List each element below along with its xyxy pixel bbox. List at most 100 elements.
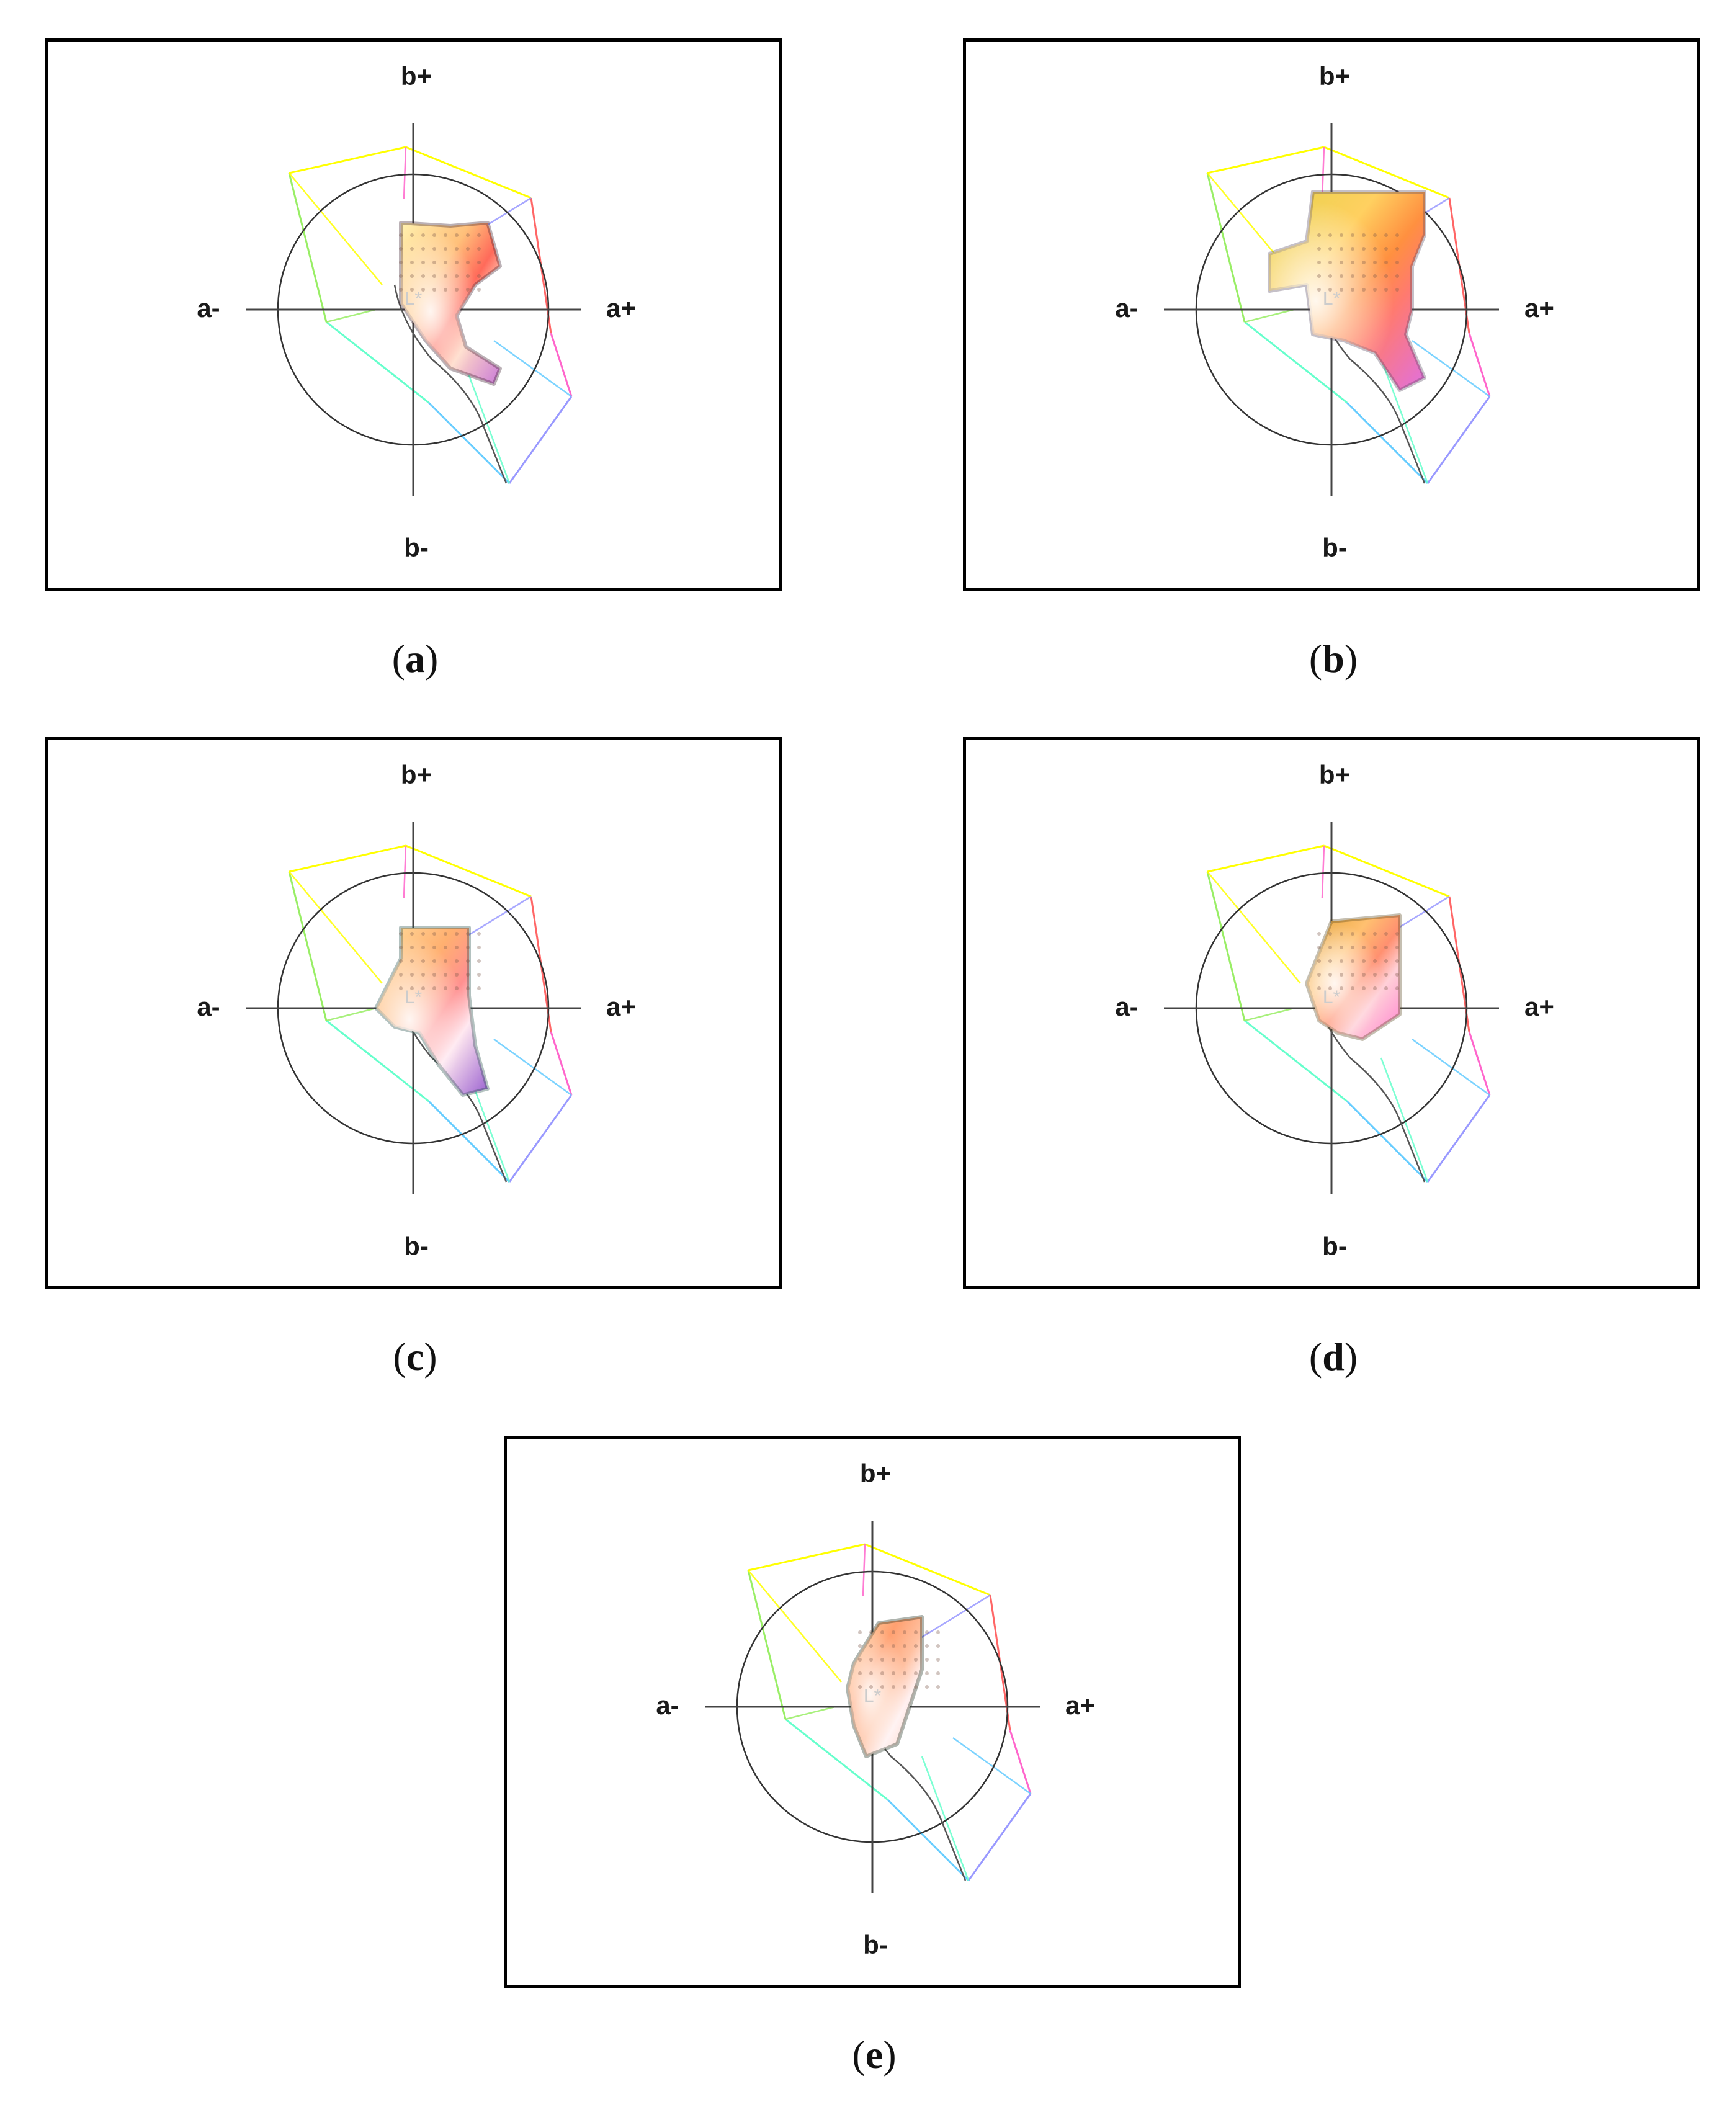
sample-dot xyxy=(466,946,470,949)
sample-dot xyxy=(399,986,403,990)
sample-dot xyxy=(466,288,470,292)
caption-close-d: ) xyxy=(1344,1335,1358,1379)
sample-dot xyxy=(925,1671,929,1675)
sample-dot xyxy=(455,274,459,278)
sample-dot xyxy=(421,288,425,292)
sample-dot xyxy=(1317,986,1321,990)
sample-dot xyxy=(1384,233,1388,237)
gamut-inner-line xyxy=(1207,871,1301,984)
gamut-inner-line xyxy=(462,359,511,484)
gamut-inner-line xyxy=(748,1570,842,1683)
label-b-plus: b+ xyxy=(401,61,432,91)
sample-dot xyxy=(869,1630,873,1634)
sample-dot xyxy=(1362,274,1366,278)
plot-area-d: L* xyxy=(1164,822,1499,1194)
center-label: L* xyxy=(405,987,423,1008)
sample-dot xyxy=(869,1644,873,1648)
gamut-inner-line xyxy=(952,1737,1031,1795)
color-cloud-highlight xyxy=(401,223,500,384)
sample-dot xyxy=(432,247,436,251)
sample-dot xyxy=(1384,986,1388,990)
sample-dot xyxy=(432,261,436,264)
gamut-inner-line xyxy=(403,845,407,898)
gamut-inner-line xyxy=(289,172,383,285)
label-a-minus: a- xyxy=(1115,293,1138,323)
sample-dot xyxy=(455,233,459,237)
sample-dot xyxy=(1328,959,1332,963)
plot-area-e: L* xyxy=(705,1521,1040,1893)
sample-dot xyxy=(1373,959,1377,963)
sample-dot xyxy=(1395,986,1399,990)
gamut-edge xyxy=(1468,1031,1491,1096)
gamut-edge xyxy=(1468,333,1491,397)
sample-dot xyxy=(1384,932,1388,936)
sample-dot xyxy=(1328,261,1332,264)
caption-e: (e) xyxy=(781,2032,967,2078)
sample-dot xyxy=(1395,932,1399,936)
sample-dot xyxy=(1384,261,1388,264)
sample-dot xyxy=(477,247,481,251)
sample-dot xyxy=(858,1644,862,1648)
sample-dot xyxy=(421,261,425,264)
label-b-minus: b- xyxy=(404,533,429,562)
gamut-panel-c: L* b+ b-a-a+ xyxy=(45,737,782,1289)
gamut-edge xyxy=(405,844,532,898)
sample-dot xyxy=(1351,959,1354,963)
sample-dot xyxy=(914,1630,918,1634)
gamut-panel-e: L* b+ b-a-a+ xyxy=(504,1436,1241,1988)
sample-dot xyxy=(455,247,459,251)
gamut-edge xyxy=(864,1543,991,1596)
sample-dot xyxy=(903,1671,906,1675)
sample-dot xyxy=(869,1671,873,1675)
label-a-minus: a- xyxy=(197,293,220,323)
sample-dot xyxy=(466,233,470,237)
label-a-minus: a- xyxy=(656,1691,679,1720)
sample-dot xyxy=(444,274,447,278)
sample-dot xyxy=(421,986,425,990)
sample-dot xyxy=(399,959,403,963)
gamut-edge xyxy=(1426,396,1491,484)
gamut-diagram-d: L* b+ b-a-a+ xyxy=(1115,760,1554,1261)
sample-dot xyxy=(1317,288,1321,292)
sample-dot xyxy=(399,973,403,977)
sample-dot xyxy=(892,1630,895,1634)
sample-dot xyxy=(892,1644,895,1648)
sample-dot xyxy=(1362,247,1366,251)
gamut-edge xyxy=(1206,172,1246,323)
gamut-edge xyxy=(289,146,406,174)
gamut-edge xyxy=(1426,1094,1491,1183)
sample-dot xyxy=(892,1658,895,1662)
gamut-inner-line xyxy=(1380,1057,1429,1183)
sample-dot xyxy=(432,973,436,977)
sample-dot xyxy=(410,288,414,292)
sample-dot xyxy=(410,932,414,936)
gamut-inner-line xyxy=(326,308,377,323)
sample-dot xyxy=(410,973,414,977)
sample-dot xyxy=(399,946,403,949)
sample-dot xyxy=(399,233,403,237)
sample-dot xyxy=(869,1685,873,1689)
gamut-edge xyxy=(1244,1019,1348,1102)
label-a-minus: a- xyxy=(197,992,220,1021)
sample-dot xyxy=(466,973,470,977)
gamut-inner-line xyxy=(909,1594,991,1646)
sample-dot xyxy=(1351,233,1354,237)
sample-dot xyxy=(936,1671,940,1675)
sample-dot xyxy=(1351,288,1354,292)
sample-dot xyxy=(1395,973,1399,977)
sample-dot xyxy=(455,973,459,977)
gamut-edge xyxy=(288,172,328,323)
sample-dot xyxy=(1351,247,1354,251)
sample-dot xyxy=(1340,946,1343,949)
label-b-plus: b+ xyxy=(401,760,432,789)
gamut-inner-line xyxy=(1244,308,1295,323)
gamut-inner-line xyxy=(1321,845,1325,898)
sample-dot xyxy=(1351,261,1354,264)
sample-dot xyxy=(1362,261,1366,264)
sample-dot xyxy=(1340,247,1343,251)
sample-dot xyxy=(1317,946,1321,949)
sample-dot xyxy=(421,946,425,949)
sample-dot xyxy=(1317,932,1321,936)
sample-dot xyxy=(869,1658,873,1662)
sample-dot xyxy=(455,959,459,963)
